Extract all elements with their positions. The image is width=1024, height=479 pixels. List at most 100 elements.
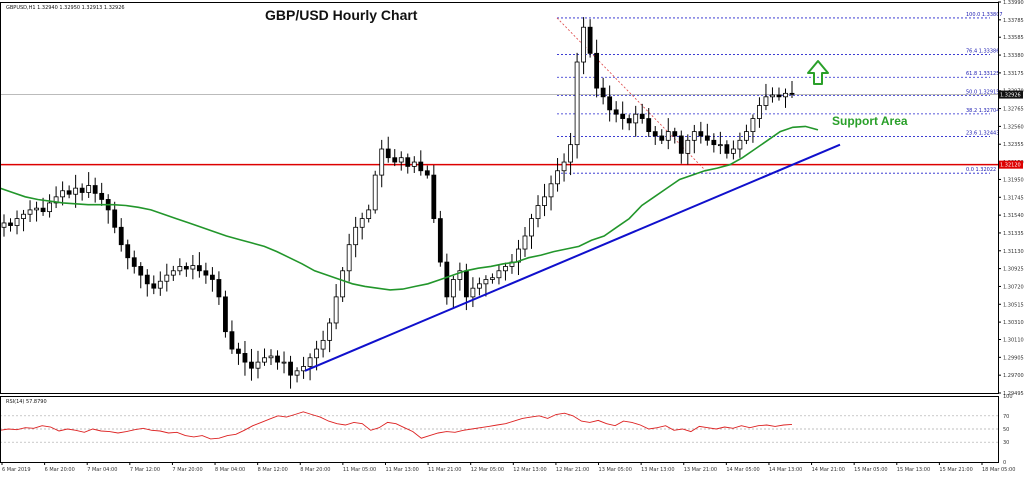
candle-bull bbox=[529, 218, 534, 237]
x-tick-label: 6 Mar 20:00 bbox=[45, 467, 75, 473]
candle-bull bbox=[574, 61, 580, 146]
candle-bull bbox=[450, 279, 456, 298]
support-trendline bbox=[304, 143, 841, 372]
y-tick-label: 1.30720 bbox=[1003, 284, 1024, 290]
candle-bear bbox=[789, 92, 795, 95]
candle-bear bbox=[392, 157, 398, 163]
x-tick-label: 11 Mar 13:00 bbox=[385, 467, 418, 473]
y-tick-label: 1.33585 bbox=[1003, 35, 1024, 41]
y-tick-label: 1.31130 bbox=[1003, 249, 1024, 255]
candle-bear bbox=[144, 274, 150, 285]
price-layer bbox=[0, 17, 998, 389]
x-tick-label: 12 Mar 13:00 bbox=[513, 467, 546, 473]
candle-bull bbox=[691, 131, 697, 141]
y-tick-label: 1.31335 bbox=[1003, 231, 1024, 237]
candle-bear bbox=[223, 296, 228, 333]
x-tick-label: 13 Mar 05:00 bbox=[599, 467, 632, 473]
candle-bull bbox=[53, 196, 59, 204]
candle-bull bbox=[314, 348, 319, 359]
y-tick-label: 1.30925 bbox=[1003, 267, 1024, 273]
y-tick-label: 1.30310 bbox=[1003, 320, 1024, 326]
candle-bull bbox=[47, 202, 52, 213]
fib-level-label: 100.0 1.33807 bbox=[966, 12, 1003, 18]
candle-bull bbox=[483, 279, 489, 285]
candle-bear bbox=[66, 190, 72, 195]
rsi-tick-label: 100 bbox=[1003, 394, 1013, 400]
y-tick-label: 1.32560 bbox=[1003, 124, 1024, 130]
candle-bear bbox=[112, 209, 118, 228]
candle-bear bbox=[125, 244, 131, 259]
x-tick-label: 7 Mar 20:00 bbox=[172, 467, 202, 473]
candle-bull bbox=[685, 139, 691, 154]
candle-bull bbox=[730, 148, 736, 154]
candle-bear bbox=[138, 266, 144, 276]
candle-bear bbox=[209, 274, 215, 280]
candle-bear bbox=[236, 348, 241, 354]
candle-bear bbox=[620, 113, 626, 119]
fib-level-label: 23.6 1.32443 bbox=[966, 131, 999, 137]
rsi-line bbox=[0, 411, 793, 440]
candle-bear bbox=[659, 135, 665, 141]
rsi-tick-label: 30 bbox=[1003, 440, 1009, 446]
candle-bull bbox=[555, 170, 560, 185]
x-tick-label: 12 Mar 05:00 bbox=[471, 467, 504, 473]
candle-bull bbox=[340, 270, 346, 298]
candle-bull bbox=[346, 244, 352, 272]
candle-bear bbox=[418, 161, 424, 172]
candle-bear bbox=[99, 192, 105, 200]
candle-bull bbox=[157, 280, 163, 289]
candle-bull bbox=[770, 94, 775, 98]
candle-bear bbox=[424, 170, 430, 176]
candle-bear bbox=[587, 26, 593, 54]
candle-bull bbox=[190, 265, 196, 270]
candle-bull bbox=[457, 270, 463, 280]
y-tick-label: 1.30110 bbox=[1003, 338, 1024, 344]
candle-bear bbox=[704, 135, 710, 141]
rsi-frame bbox=[0, 396, 999, 463]
candle-bear bbox=[431, 174, 437, 219]
candle-bear bbox=[288, 361, 293, 376]
x-tick-label: 11 Mar 05:00 bbox=[343, 467, 376, 473]
candle-bear bbox=[711, 139, 717, 146]
candle-bull bbox=[496, 270, 502, 279]
candle-bull bbox=[21, 213, 26, 219]
candle-bull bbox=[177, 266, 183, 272]
candle-bull bbox=[379, 148, 385, 176]
main-frame bbox=[0, 2, 999, 394]
x-tick-label: 14 Mar 21:00 bbox=[812, 467, 845, 473]
y-tick-label: 1.33785 bbox=[1003, 18, 1024, 24]
candle-bull bbox=[490, 277, 495, 280]
candle-bear bbox=[724, 144, 730, 154]
candle-bear bbox=[444, 261, 450, 298]
rsi-tick-label: 70 bbox=[1003, 414, 1009, 420]
chart-title: GBP/USD Hourly Chart bbox=[265, 7, 418, 23]
candle-bear bbox=[646, 118, 652, 133]
fib-level-label: 38.2 1.32704 bbox=[966, 108, 999, 114]
candle-bull bbox=[1, 222, 7, 228]
candle-bull bbox=[307, 357, 313, 367]
x-tick-label: 7 Mar 12:00 bbox=[130, 467, 160, 473]
candle-bear bbox=[118, 226, 124, 246]
fib-level-label: 50.0 1.32915 bbox=[966, 90, 999, 96]
candle-bull bbox=[294, 370, 300, 376]
resistance-price-tag bbox=[999, 160, 1023, 169]
candle-bull bbox=[744, 131, 749, 141]
current-price-tag bbox=[999, 90, 1023, 99]
fib-level-label: 0.0 1.32022 bbox=[966, 167, 996, 173]
candle-bull bbox=[34, 207, 39, 211]
candle-bear bbox=[131, 257, 137, 267]
candle-bull bbox=[737, 139, 743, 150]
candle-bear bbox=[698, 131, 704, 137]
candle-bear bbox=[242, 353, 248, 363]
moving-average-line bbox=[0, 125, 819, 291]
x-tick-label: 13 Mar 13:00 bbox=[641, 467, 674, 473]
current-price-label: 1.32926 bbox=[1000, 93, 1021, 99]
candle-bull bbox=[477, 283, 482, 289]
candle-bear bbox=[151, 283, 157, 289]
candle-bear bbox=[652, 131, 658, 137]
candle-bull bbox=[327, 322, 333, 341]
candle-bull bbox=[470, 287, 476, 298]
candle-bear bbox=[196, 265, 202, 272]
